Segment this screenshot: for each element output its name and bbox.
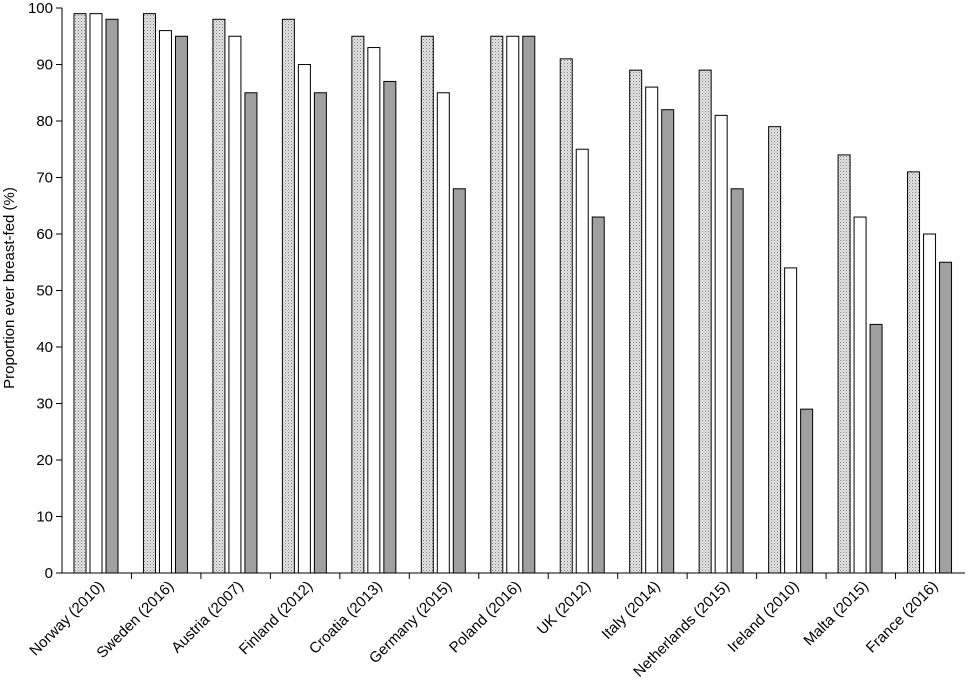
bar-3	[383, 80, 397, 574]
y-tick-label: 70	[36, 170, 53, 187]
x-category-label: UK (2012)	[534, 578, 594, 638]
bar-1	[907, 171, 921, 574]
bar-2	[645, 86, 659, 574]
bar-2	[158, 30, 172, 574]
bar-3	[313, 92, 327, 574]
y-tick-label: 50	[36, 283, 53, 300]
x-category-label: Austria (2007)	[168, 578, 247, 657]
bar-1	[837, 154, 851, 574]
y-tick-label: 10	[36, 509, 53, 526]
y-axis-title: Proportion ever breast-fed (%)	[1, 187, 18, 389]
y-tick-label: 40	[36, 339, 53, 356]
bar-2	[575, 148, 589, 574]
bar-1	[559, 58, 573, 574]
bar-2	[714, 114, 728, 574]
bar-3	[174, 35, 188, 574]
bar-3	[869, 323, 883, 574]
y-tick-label: 20	[36, 452, 53, 469]
bar-1	[768, 126, 782, 574]
bars	[73, 13, 953, 574]
x-category-label: Poland (2016)	[446, 578, 525, 657]
bar-1	[142, 13, 156, 574]
bar-1	[698, 69, 712, 574]
bar-3	[522, 35, 536, 574]
y-tick-label: 80	[36, 113, 53, 130]
y-tick-label: 100	[28, 0, 53, 17]
y-tick-label: 90	[36, 57, 53, 74]
bar-1	[629, 69, 643, 574]
y-tick-label: 30	[36, 396, 53, 413]
bar-2	[784, 267, 798, 574]
bar-1	[281, 18, 295, 574]
bar-3	[730, 188, 744, 574]
y-tick-label: 60	[36, 226, 53, 243]
x-category-label: Italy (2014)	[598, 578, 663, 643]
bar-1	[490, 35, 504, 574]
bar-3	[800, 408, 814, 574]
bar-3	[939, 261, 953, 574]
x-category-label: Finland (2012)	[236, 578, 316, 658]
bar-3	[591, 216, 605, 574]
bar-1	[420, 35, 434, 574]
bar-2	[89, 13, 103, 574]
bar-1	[212, 18, 226, 574]
bar-2	[436, 92, 450, 574]
y-tick-label: 0	[45, 565, 53, 582]
x-category-label: France (2016)	[863, 578, 942, 657]
x-category-label: Croatia (2013)	[306, 578, 386, 658]
bar-1	[351, 35, 365, 574]
bar-1	[73, 13, 87, 574]
bar-2	[228, 35, 242, 574]
bar-2	[367, 47, 381, 574]
bar-3	[244, 92, 258, 574]
bar-2	[923, 233, 937, 574]
bar-2	[506, 35, 520, 574]
x-category-label: Ireland (2010)	[724, 578, 802, 656]
bar-3	[661, 109, 675, 574]
bar-3	[105, 18, 119, 574]
bar-2	[297, 64, 311, 574]
x-category-label: Malta (2015)	[800, 578, 872, 650]
bar-2	[853, 216, 867, 574]
bar-3	[452, 188, 466, 574]
